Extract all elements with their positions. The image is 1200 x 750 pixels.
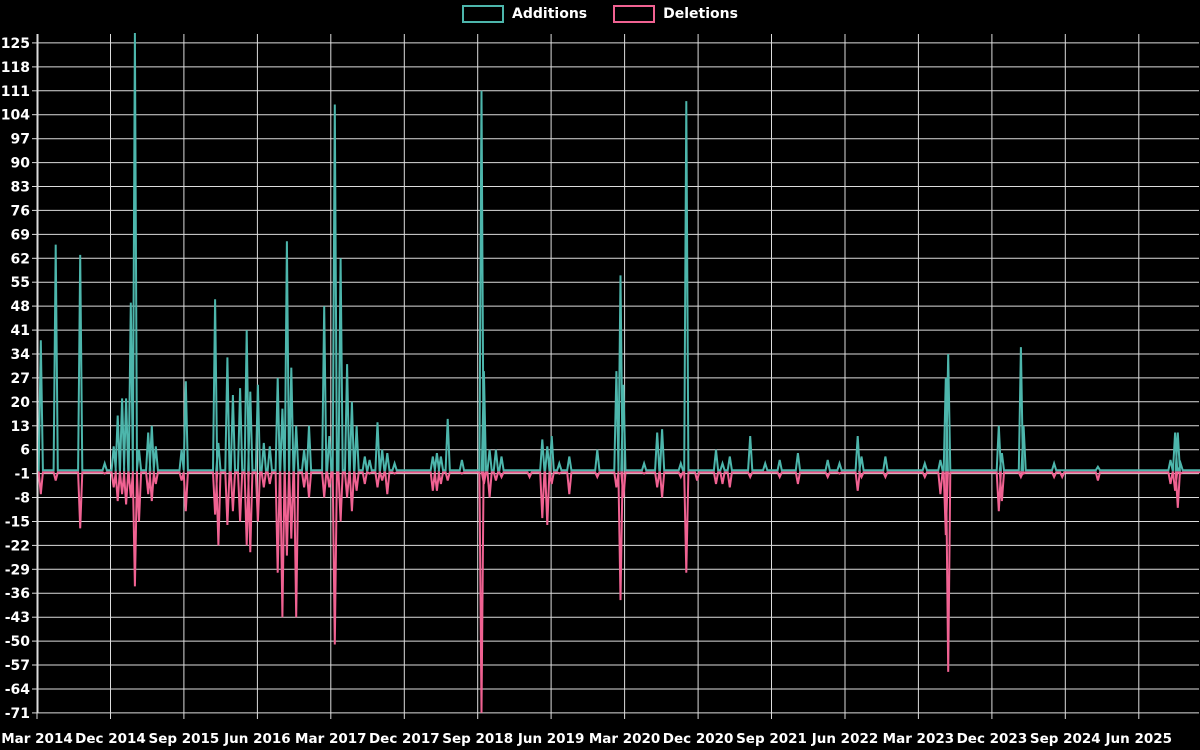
svg-text:Jun 2022: Jun 2022 <box>811 731 879 747</box>
svg-text:-57: -57 <box>5 658 30 674</box>
x-axis-labels: Mar 2014 Dec 2014 Sep 2015 Jun 2016 Mar 2017… <box>1 731 1172 747</box>
svg-text:34: 34 <box>11 347 31 363</box>
svg-text:Dec 2020: Dec 2020 <box>663 731 734 747</box>
svg-text:69: 69 <box>11 227 30 243</box>
additions-swatch <box>462 5 505 23</box>
chart-legend: Additions Deletions <box>0 5 1200 23</box>
svg-text:104: 104 <box>1 108 30 124</box>
svg-text:-64: -64 <box>5 682 31 698</box>
svg-text:20: 20 <box>11 395 31 411</box>
svg-text:55: 55 <box>11 275 30 291</box>
svg-text:Sep 2015: Sep 2015 <box>148 731 219 747</box>
x-gridlines <box>36 34 1140 719</box>
svg-text:27: 27 <box>11 371 30 387</box>
svg-text:-43: -43 <box>5 610 30 626</box>
svg-text:-1: -1 <box>14 467 30 483</box>
svg-text:-8: -8 <box>14 491 30 507</box>
svg-text:41: 41 <box>11 323 30 339</box>
svg-text:76: 76 <box>11 203 30 219</box>
svg-text:Mar 2014: Mar 2014 <box>1 731 72 747</box>
svg-text:-50: -50 <box>5 634 31 650</box>
svg-text:-29: -29 <box>5 562 30 578</box>
additions-legend-label: Additions <box>512 6 588 22</box>
svg-text:Dec 2017: Dec 2017 <box>369 731 440 747</box>
svg-text:125: 125 <box>1 36 30 52</box>
svg-text:13: 13 <box>11 419 30 435</box>
deletions-legend-label: Deletions <box>663 6 738 22</box>
svg-text:Jun 2019: Jun 2019 <box>517 731 585 747</box>
svg-text:Sep 2018: Sep 2018 <box>442 731 513 747</box>
additions-series <box>38 33 1200 472</box>
svg-text:62: 62 <box>11 251 30 267</box>
svg-text:97: 97 <box>11 132 30 148</box>
svg-text:Dec 2023: Dec 2023 <box>957 731 1028 747</box>
svg-text:-22: -22 <box>5 538 30 554</box>
y-axis-labels: 125 118 111 104 97 90 83 76 69 62 55 48 41 34 27 20 13 6 -… <box>1 36 30 722</box>
y-gridlines <box>32 34 1199 714</box>
svg-text:48: 48 <box>11 299 30 315</box>
svg-text:Sep 2021: Sep 2021 <box>736 731 807 747</box>
deletions-swatch <box>613 5 656 23</box>
svg-text:Sep 2024: Sep 2024 <box>1030 731 1101 747</box>
deletions-series <box>38 471 1200 713</box>
svg-text:90: 90 <box>11 156 31 172</box>
svg-text:-15: -15 <box>5 515 30 531</box>
svg-text:111: 111 <box>1 84 30 100</box>
svg-text:118: 118 <box>1 60 30 76</box>
svg-text:Jun 2025: Jun 2025 <box>1105 731 1173 747</box>
svg-text:Dec 2014: Dec 2014 <box>75 731 146 747</box>
svg-text:Jun 2016: Jun 2016 <box>223 731 291 747</box>
svg-text:Mar 2020: Mar 2020 <box>589 731 660 747</box>
svg-text:-71: -71 <box>5 706 30 722</box>
svg-text:Mar 2023: Mar 2023 <box>883 731 954 747</box>
svg-text:6: 6 <box>20 443 30 459</box>
svg-text:83: 83 <box>11 180 30 196</box>
svg-text:Mar 2017: Mar 2017 <box>295 731 366 747</box>
svg-text:-36: -36 <box>5 586 30 602</box>
legend-item-deletions[interactable]: Deletions <box>613 5 738 23</box>
legend-item-additions[interactable]: Additions <box>462 5 587 23</box>
